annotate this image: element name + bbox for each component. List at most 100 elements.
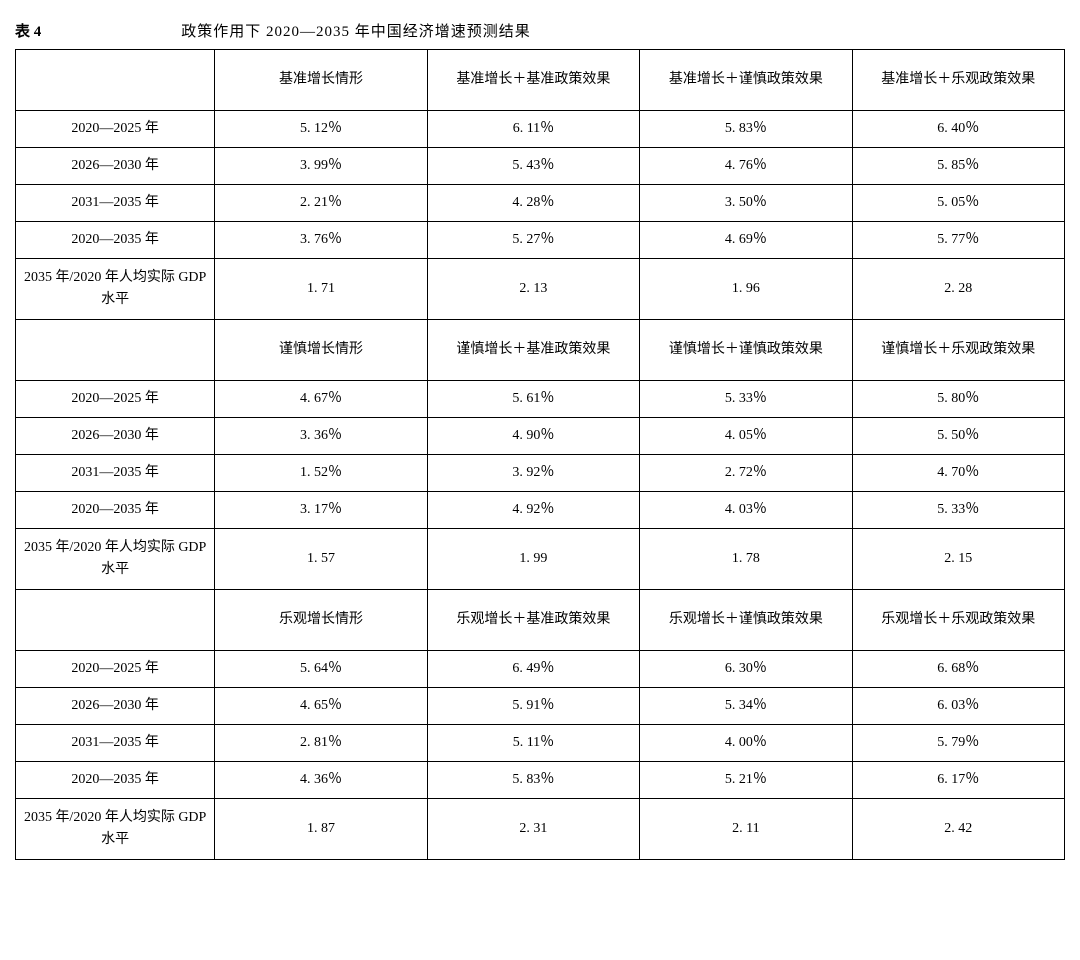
- section-base-header: 基准增长情形 基准增长＋基准政策效果 基准增长＋谨慎政策效果 基准增长＋乐观政策…: [16, 50, 1065, 111]
- row-label: 2026—2030 年: [16, 688, 215, 725]
- cell: 5. 61％: [427, 381, 639, 418]
- cell: 5. 77％: [852, 222, 1064, 259]
- cell: 2. 28: [852, 259, 1064, 320]
- cell: 4. 65％: [215, 688, 427, 725]
- col-header: 基准增长＋乐观政策效果: [852, 50, 1064, 111]
- cell: 4. 03％: [640, 492, 852, 529]
- cell: 5. 05％: [852, 185, 1064, 222]
- section-optimistic-header: 乐观增长情形 乐观增长＋基准政策效果 乐观增长＋谨慎政策效果 乐观增长＋乐观政策…: [16, 590, 1065, 651]
- cell: 1. 71: [215, 259, 427, 320]
- table-row: 2031—2035 年 2. 21％ 4. 28％ 3. 50％ 5. 05％: [16, 185, 1065, 222]
- cell: 2. 42: [852, 799, 1064, 860]
- col-header: 基准增长情形: [215, 50, 427, 111]
- row-label: 2020—2025 年: [16, 111, 215, 148]
- cell: 1. 78: [640, 529, 852, 590]
- col-header: 谨慎增长＋乐观政策效果: [852, 320, 1064, 381]
- cell: 5. 33％: [852, 492, 1064, 529]
- cell: 2. 31: [427, 799, 639, 860]
- col-header: 基准增长＋谨慎政策效果: [640, 50, 852, 111]
- cell: 6. 30％: [640, 651, 852, 688]
- cell: 6. 11％: [427, 111, 639, 148]
- cell: 4. 28％: [427, 185, 639, 222]
- cell: 3. 50％: [640, 185, 852, 222]
- col-header: 谨慎增长情形: [215, 320, 427, 381]
- row-label: 2020—2035 年: [16, 492, 215, 529]
- cell: 1. 87: [215, 799, 427, 860]
- table-row: 2026—2030 年 3. 36％ 4. 90％ 4. 05％ 5. 50％: [16, 418, 1065, 455]
- section-cautious-header: 谨慎增长情形 谨慎增长＋基准政策效果 谨慎增长＋谨慎政策效果 谨慎增长＋乐观政策…: [16, 320, 1065, 381]
- col-header: 乐观增长＋基准政策效果: [427, 590, 639, 651]
- cell: 2. 13: [427, 259, 639, 320]
- col-header: 乐观增长＋谨慎政策效果: [640, 590, 852, 651]
- cell: 5. 33％: [640, 381, 852, 418]
- cell: 2. 72％: [640, 455, 852, 492]
- cell: 6. 40％: [852, 111, 1064, 148]
- row-label: 2035 年/2020 年人均实际 GDP 水平: [16, 799, 215, 860]
- cell: 3. 17％: [215, 492, 427, 529]
- cell: 2. 15: [852, 529, 1064, 590]
- col-header: 乐观增长＋乐观政策效果: [852, 590, 1064, 651]
- cell: 2. 21％: [215, 185, 427, 222]
- cell: 6. 49％: [427, 651, 639, 688]
- table-row: 2026—2030 年 4. 65％ 5. 91％ 5. 34％ 6. 03％: [16, 688, 1065, 725]
- table-row: 2020—2025 年 5. 64％ 6. 49％ 6. 30％ 6. 68％: [16, 651, 1065, 688]
- cell: 5. 80％: [852, 381, 1064, 418]
- cell: 5. 64％: [215, 651, 427, 688]
- title-row: 表 4 政策作用下 2020—2035 年中国经济增速预测结果: [15, 20, 1065, 41]
- forecast-table: 基准增长情形 基准增长＋基准政策效果 基准增长＋谨慎政策效果 基准增长＋乐观政策…: [15, 49, 1065, 860]
- row-label: 2035 年/2020 年人均实际 GDP 水平: [16, 529, 215, 590]
- cell: 4. 05％: [640, 418, 852, 455]
- cell: 1. 96: [640, 259, 852, 320]
- table-row: 2020—2025 年 5. 12％ 6. 11％ 5. 83％ 6. 40％: [16, 111, 1065, 148]
- empty-header: [16, 590, 215, 651]
- row-label: 2020—2035 年: [16, 222, 215, 259]
- cell: 1. 57: [215, 529, 427, 590]
- table-row: 2020—2025 年 4. 67％ 5. 61％ 5. 33％ 5. 80％: [16, 381, 1065, 418]
- row-label: 2035 年/2020 年人均实际 GDP 水平: [16, 259, 215, 320]
- cell: 5. 85％: [852, 148, 1064, 185]
- cell: 4. 76％: [640, 148, 852, 185]
- col-header: 谨慎增长＋谨慎政策效果: [640, 320, 852, 381]
- table-title: 政策作用下 2020—2035 年中国经济增速预测结果: [181, 20, 531, 41]
- row-label: 2020—2025 年: [16, 381, 215, 418]
- cell: 4. 00％: [640, 725, 852, 762]
- row-label: 2031—2035 年: [16, 455, 215, 492]
- cell: 6. 17％: [852, 762, 1064, 799]
- row-label: 2026—2030 年: [16, 418, 215, 455]
- table-row: 2020—2035 年 3. 17％ 4. 92％ 4. 03％ 5. 33％: [16, 492, 1065, 529]
- cell: 4. 67％: [215, 381, 427, 418]
- cell: 5. 43％: [427, 148, 639, 185]
- cell: 4. 92％: [427, 492, 639, 529]
- table-label: 表 4: [15, 20, 41, 41]
- cell: 5. 50％: [852, 418, 1064, 455]
- cell: 6. 03％: [852, 688, 1064, 725]
- cell: 5. 83％: [427, 762, 639, 799]
- cell: 5. 21％: [640, 762, 852, 799]
- table-row: 2020—2035 年 4. 36％ 5. 83％ 5. 21％ 6. 17％: [16, 762, 1065, 799]
- cell: 4. 90％: [427, 418, 639, 455]
- cell: 5. 27％: [427, 222, 639, 259]
- row-label: 2031—2035 年: [16, 725, 215, 762]
- table-row: 2026—2030 年 3. 99％ 5. 43％ 4. 76％ 5. 85％: [16, 148, 1065, 185]
- cell: 5. 79％: [852, 725, 1064, 762]
- cell: 3. 36％: [215, 418, 427, 455]
- empty-header: [16, 50, 215, 111]
- cell: 4. 69％: [640, 222, 852, 259]
- cell: 5. 12％: [215, 111, 427, 148]
- row-label: 2026—2030 年: [16, 148, 215, 185]
- row-label: 2020—2025 年: [16, 651, 215, 688]
- cell: 3. 76％: [215, 222, 427, 259]
- row-label: 2031—2035 年: [16, 185, 215, 222]
- cell: 5. 34％: [640, 688, 852, 725]
- cell: 5. 83％: [640, 111, 852, 148]
- cell: 5. 11％: [427, 725, 639, 762]
- col-header: 乐观增长情形: [215, 590, 427, 651]
- table-row: 2035 年/2020 年人均实际 GDP 水平 1. 71 2. 13 1. …: [16, 259, 1065, 320]
- empty-header: [16, 320, 215, 381]
- cell: 1. 52％: [215, 455, 427, 492]
- cell: 2. 11: [640, 799, 852, 860]
- cell: 3. 99％: [215, 148, 427, 185]
- table-row: 2035 年/2020 年人均实际 GDP 水平 1. 57 1. 99 1. …: [16, 529, 1065, 590]
- row-label: 2020—2035 年: [16, 762, 215, 799]
- cell: 3. 92％: [427, 455, 639, 492]
